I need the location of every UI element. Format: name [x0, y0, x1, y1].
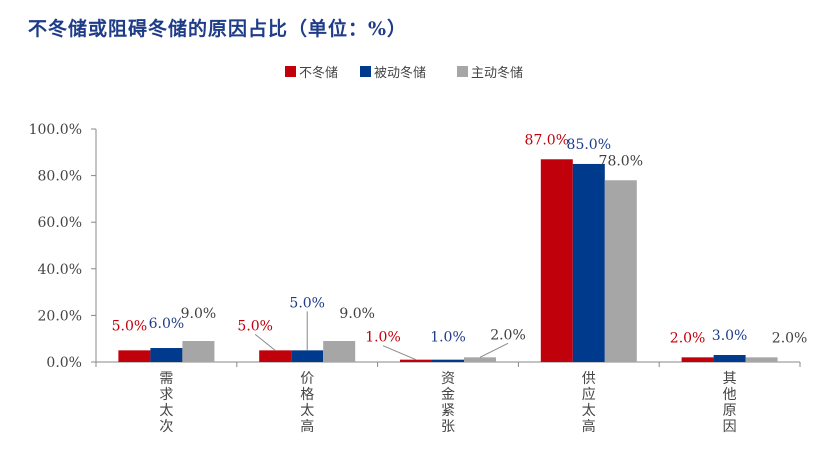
bar — [182, 341, 215, 362]
legend-swatch-3 — [457, 66, 468, 77]
legend: 不冬储 被动冬储 主动冬储 — [285, 65, 523, 81]
label-leader-line — [254, 333, 276, 351]
label-leader-line — [382, 345, 417, 361]
data-label: 1.0% — [430, 330, 466, 346]
category-label: 需求太次 — [159, 371, 173, 435]
bar — [259, 350, 292, 362]
y-tick-label: 100.0% — [29, 122, 82, 138]
data-label: 87.0% — [525, 132, 569, 148]
data-label: 5.0% — [289, 295, 325, 311]
legend-swatch-2 — [360, 66, 371, 77]
category-label: 资金紧张 — [441, 371, 455, 435]
y-tick-label: 60.0% — [38, 215, 82, 231]
legend-swatch-1 — [285, 66, 296, 77]
data-label: 9.0% — [339, 306, 375, 322]
data-label: 6.0% — [149, 316, 185, 332]
data-label: 2.0% — [772, 330, 808, 346]
bar — [291, 350, 324, 362]
bar — [745, 357, 778, 362]
legend-label-1: 不冬储 — [299, 65, 338, 81]
bars — [118, 159, 778, 362]
y-tick-label: 0.0% — [46, 355, 82, 371]
bar — [572, 163, 605, 362]
category-label: 价格太高 — [300, 371, 314, 435]
bar — [681, 357, 714, 362]
y-tick-label: 80.0% — [38, 169, 82, 185]
bar — [150, 348, 183, 362]
bar — [432, 359, 464, 362]
y-tick-label: 40.0% — [38, 262, 82, 278]
bar — [118, 350, 151, 362]
y-tick-label: 20.0% — [38, 308, 82, 324]
category-label: 其他原因 — [723, 371, 737, 435]
label-leader-line — [479, 342, 509, 358]
data-labels: 5.0% 6.0%9.0%5.0%5.0%9.0%1.0% 1.0% 2.0%87.0… — [112, 132, 808, 361]
bar — [540, 159, 573, 362]
data-label: 2.0% — [490, 327, 526, 343]
bar — [323, 341, 356, 362]
chart-title: 不冬储或阻碍冬储的原因占比（单位：%） — [28, 18, 408, 40]
legend-label-3: 主动冬储 — [471, 65, 523, 81]
data-label: 3.0% — [712, 328, 748, 344]
bar — [604, 180, 637, 362]
data-label: 78.0% — [599, 153, 643, 169]
data-label: 9.0% — [181, 306, 217, 322]
bar — [400, 359, 432, 362]
data-label: 85.0% — [567, 137, 611, 153]
data-label: 5.0% — [237, 318, 273, 334]
data-label: 5.0% — [112, 318, 148, 334]
axes: 0.0% 20.0% 40.0% 60.0% 80.0% 100.0% 需求太次 价格太高 资金… — [29, 122, 801, 435]
legend-label-2: 被动冬储 — [374, 65, 426, 81]
data-label: 1.0% — [365, 330, 401, 346]
bar — [464, 357, 496, 362]
category-label: 供应太高 — [582, 371, 596, 435]
bar — [713, 355, 746, 362]
data-label: 2.0% — [670, 330, 706, 346]
